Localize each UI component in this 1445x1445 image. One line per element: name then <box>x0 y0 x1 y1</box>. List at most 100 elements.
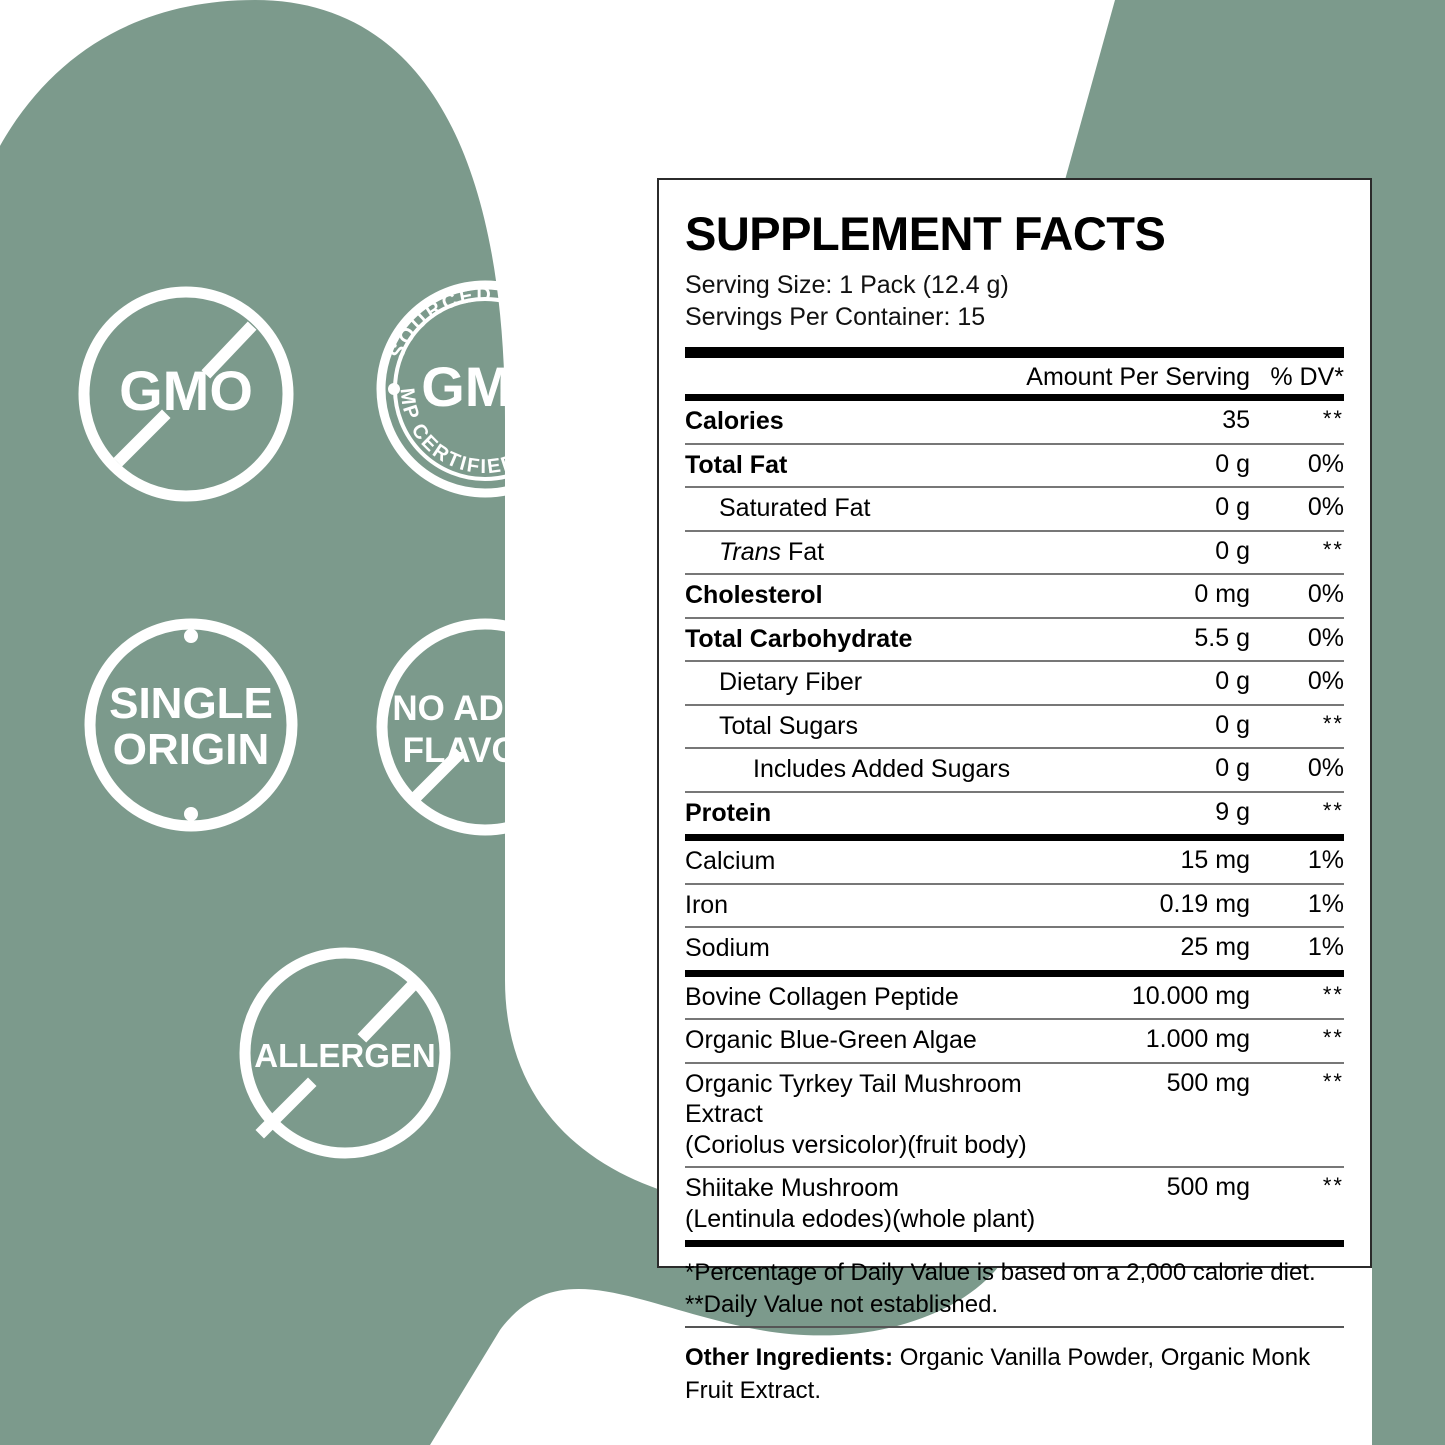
row-daily-value: 0% <box>1307 667 1344 695</box>
allergen-free-badge: ALLERGEN <box>232 940 458 1166</box>
table-row: Calcium 15 mg 1% <box>685 841 1344 885</box>
row-amount: 0 g <box>1215 710 1250 739</box>
row-divider <box>685 882 1344 885</box>
row-daily-value: 1% <box>1307 846 1344 874</box>
row-amount: 500 mg <box>1166 1173 1250 1201</box>
divider-under-headers <box>685 394 1344 401</box>
row-sublabel: (Coriolus versicolor)(fruit body) <box>685 1130 1027 1159</box>
row-divider <box>685 1166 1344 1168</box>
row-amount: 10.000 mg <box>1131 981 1250 1010</box>
row-daily-value: 0% <box>1307 623 1344 652</box>
row-label: Total Carbohydrate <box>685 624 913 653</box>
row-daily-value: ** <box>1322 1173 1344 1198</box>
nutrition-rows-group: Calories 35 ** Total Fat 0 g 0% Saturated Fat 0… <box>685 401 1344 834</box>
divider-thick-top <box>685 347 1344 358</box>
table-row: Dietary Fiber 0 g 0% <box>685 662 1344 706</box>
table-row: Saturated Fat 0 g 0% <box>685 488 1344 532</box>
other-ingredients-label: Other Ingredients: <box>685 1344 894 1372</box>
row-daily-value: 0% <box>1307 493 1344 521</box>
divider-after-protein <box>685 834 1344 841</box>
table-row: Trans Fat 0 g ** <box>685 532 1344 575</box>
row-label: Shiitake Mushroom (Lentinula edodes)(whol… <box>685 1173 1082 1234</box>
row-amount: 0 g <box>1215 536 1250 565</box>
row-label-italic-part: Trans <box>719 537 782 566</box>
row-daily-value: 1% <box>1307 933 1344 961</box>
row-divider <box>685 790 1344 793</box>
row-daily-value: ** <box>1322 536 1344 562</box>
badge-cluster: GMO SOURCED FROM A GMP CERTIFIED FACILIT… <box>0 0 640 1250</box>
other-ingredients-text: Organic Vanilla Powder, Organic Monk Fru… <box>685 1344 1311 1404</box>
table-row: Shiitake Mushroom (Lentinula edodes)(whol… <box>685 1168 1344 1240</box>
row-divider <box>685 1061 1344 1064</box>
table-row: Cholesterol 0 mg 0% <box>685 575 1344 619</box>
row-label: Saturated Fat <box>719 494 871 522</box>
row-sublabel: (Lentinula edodes)(whole plant) <box>685 1204 1036 1233</box>
table-row: Protein 9 g ** <box>685 793 1344 835</box>
table-row: Bovine Collagen Peptide 10.000 mg ** <box>685 977 1344 1020</box>
column-header-row: Amount Per Serving % DV* <box>685 358 1344 394</box>
mineral-rows-group: Calcium 15 mg 1% Iron 0.19 mg 1% Sodium 25 mg 1% <box>685 841 1344 970</box>
divider-before-other-ingredients <box>685 1326 1344 1329</box>
row-label: Includes Added Sugars <box>753 755 1011 783</box>
single-origin-line-2: ORIGIN <box>113 725 269 774</box>
other-ingredients-block: Other Ingredients: Organic Vanilla Powde… <box>685 1328 1344 1406</box>
row-daily-value: ** <box>1322 1068 1344 1094</box>
table-row: Sodium 25 mg 1% <box>685 928 1344 970</box>
servings-per-container-text: Servings Per Container: 15 <box>685 303 986 331</box>
row-daily-value: 0% <box>1307 580 1344 608</box>
row-label: Trans Fat <box>719 537 825 566</box>
divider-before-actives <box>685 969 1344 977</box>
supplement-facts-title: SUPPLEMENT FACTS <box>685 207 1166 260</box>
single-origin-top-dot <box>184 629 198 643</box>
row-amount: 0 g <box>1215 449 1250 478</box>
row-amount: 15 mg <box>1180 846 1250 874</box>
row-amount: 0 g <box>1215 754 1250 782</box>
row-label: Total Fat <box>685 450 788 479</box>
row-divider <box>685 616 1344 619</box>
footnote-dv-not-established: **Daily Value not established. <box>685 1290 999 1318</box>
row-amount: 5.5 g <box>1194 623 1250 652</box>
non-gmo-badge-label: GMO <box>119 359 253 422</box>
single-origin-bottom-dot <box>184 807 198 821</box>
gmp-right-dot <box>570 383 582 395</box>
supplement-facts-card: SUPPLEMENT FACTS Serving Size: 1 Pack (1… <box>657 178 1372 1404</box>
row-divider <box>685 573 1344 575</box>
row-label: Calcium <box>685 847 776 875</box>
row-divider <box>685 486 1344 488</box>
serving-size-text: Serving Size: 1 Pack (12.4 g) <box>685 271 1009 299</box>
table-row: Total Carbohydrate 5.5 g 0% <box>685 619 1344 662</box>
gmp-certified-badge: SOURCED FROM A GMP CERTIFIED FACILITY GM… <box>372 276 598 502</box>
footnotes-block: *Percentage of Daily Value is based on a… <box>685 1247 1344 1326</box>
single-origin-line-1: SINGLE <box>109 679 273 728</box>
non-gmo-badge: GMO <box>70 278 302 510</box>
row-daily-value: ** <box>1322 406 1344 431</box>
no-added-flavors-line-1: NO ADDED <box>392 689 577 728</box>
dv-column-header: % DV* <box>1270 363 1344 391</box>
row-daily-value: ** <box>1322 981 1344 1007</box>
allergen-free-label: ALLERGEN <box>254 1037 436 1074</box>
row-amount: 9 g <box>1215 797 1250 826</box>
row-divider <box>685 660 1344 662</box>
row-daily-value: ** <box>1322 1025 1344 1050</box>
row-divider <box>685 703 1344 706</box>
row-amount: 0.19 mg <box>1159 889 1250 918</box>
gmp-arc-top-label: SOURCED FROM A <box>386 284 584 362</box>
row-amount: 0 mg <box>1194 580 1250 608</box>
divider-before-footnotes <box>685 1240 1344 1247</box>
table-row: Total Fat 0 g 0% <box>685 445 1344 488</box>
row-amount: 25 mg <box>1180 933 1250 961</box>
row-amount: 1.000 mg <box>1145 1025 1250 1053</box>
row-daily-value: 1% <box>1307 889 1344 918</box>
table-row: Organic Blue-Green Algae 1.000 mg ** <box>685 1020 1344 1064</box>
amount-column-header: Amount Per Serving <box>1026 363 1250 391</box>
row-label: Sodium <box>685 934 770 962</box>
row-divider <box>685 926 1344 928</box>
table-row: Includes Added Sugars 0 g 0% <box>685 749 1344 793</box>
row-daily-value: ** <box>1322 710 1344 736</box>
row-label: Calories <box>685 407 784 435</box>
gmp-left-dot <box>388 383 400 395</box>
row-divider <box>685 442 1344 445</box>
row-amount: 35 <box>1222 406 1250 434</box>
active-ingredient-rows-group: Bovine Collagen Peptide 10.000 mg ** Organi… <box>685 977 1344 1241</box>
